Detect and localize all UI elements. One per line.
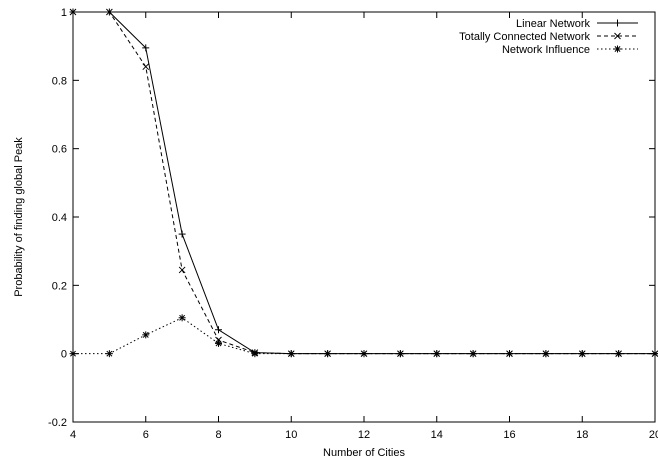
series-line bbox=[73, 317, 655, 355]
y-tick-label: 0.8 bbox=[52, 75, 67, 87]
data-point bbox=[142, 331, 150, 339]
y-tick-label: 0 bbox=[61, 349, 67, 361]
legend-label: Network Influence bbox=[502, 44, 590, 56]
data-point bbox=[614, 32, 621, 40]
plot-frame bbox=[72, 11, 656, 423]
series-line bbox=[73, 11, 655, 355]
x-axis-title: Number of Cities bbox=[323, 447, 405, 459]
series-totally-connected-network bbox=[69, 8, 658, 358]
data-point bbox=[215, 326, 222, 334]
legend-item: Totally Connected Network bbox=[459, 31, 638, 43]
data-point bbox=[433, 350, 441, 358]
data-point bbox=[178, 266, 186, 274]
data-point bbox=[615, 350, 623, 358]
x-tick-label: 10 bbox=[285, 429, 297, 441]
y-axis-title: Probability of finding global Peak bbox=[13, 137, 25, 297]
x-tick-label: 6 bbox=[143, 429, 149, 441]
data-point bbox=[614, 19, 621, 27]
x-tick-label: 18 bbox=[576, 429, 588, 441]
data-point bbox=[215, 339, 222, 347]
x-tick-label: 16 bbox=[503, 429, 515, 441]
data-point bbox=[506, 350, 513, 358]
x-tick-label: 8 bbox=[215, 429, 221, 441]
y-tick-label: -0.2 bbox=[48, 417, 67, 429]
plot-border bbox=[72, 11, 656, 423]
data-point bbox=[142, 63, 150, 71]
y-tick-label: 0.6 bbox=[52, 144, 67, 156]
data-point bbox=[360, 350, 368, 358]
series-network-influence bbox=[69, 314, 658, 358]
data-point bbox=[324, 350, 332, 358]
data-point bbox=[105, 350, 113, 358]
data-point bbox=[178, 230, 186, 238]
axis-tick-labels: 4 6 8 10 12 14 16 18 20 -0.2 0 0.2 0.4 0.6 0.8 1 bbox=[48, 7, 658, 441]
data-point bbox=[69, 8, 77, 16]
y-tick-label: 0.2 bbox=[52, 280, 67, 292]
axis-ticks bbox=[72, 11, 656, 423]
data-point bbox=[251, 350, 259, 358]
series-line bbox=[73, 11, 655, 355]
data-point bbox=[542, 350, 550, 358]
legend-label: Totally Connected Network bbox=[459, 31, 590, 43]
x-tick-label: 14 bbox=[431, 429, 443, 441]
legend-item: Linear Network bbox=[516, 18, 638, 30]
x-tick-label: 20 bbox=[649, 429, 658, 441]
data-point bbox=[396, 350, 404, 358]
data-point bbox=[69, 350, 77, 358]
data-point bbox=[614, 45, 621, 53]
data-point bbox=[578, 350, 586, 358]
legend-label: Linear Network bbox=[516, 18, 590, 30]
data-point bbox=[106, 8, 113, 16]
series-linear-network bbox=[69, 8, 658, 358]
x-tick-label: 12 bbox=[358, 429, 370, 441]
y-tick-label: 1 bbox=[61, 7, 67, 19]
x-tick-label: 4 bbox=[70, 429, 76, 441]
y-tick-label: 0.4 bbox=[52, 212, 67, 224]
data-point bbox=[651, 350, 658, 358]
legend-item: Network Influence bbox=[502, 44, 638, 56]
data-point bbox=[178, 314, 186, 322]
series-layer bbox=[69, 8, 658, 358]
data-point bbox=[287, 350, 295, 358]
data-point bbox=[142, 44, 150, 52]
data-point bbox=[469, 350, 477, 358]
